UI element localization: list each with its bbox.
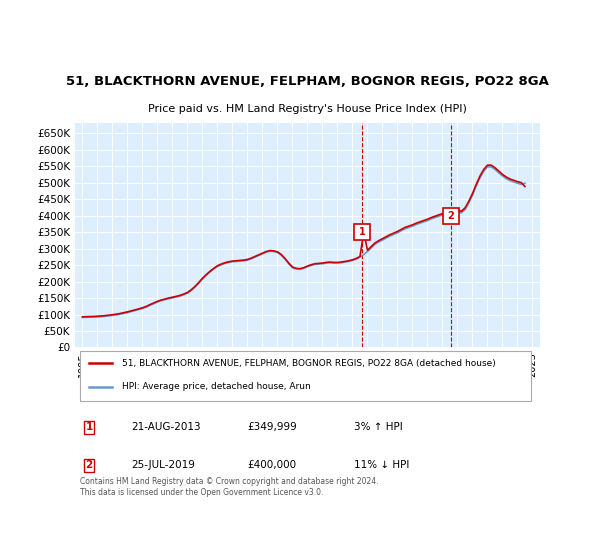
Text: HPI: Average price, detached house, Arun: HPI: Average price, detached house, Arun [121, 382, 310, 391]
FancyBboxPatch shape [80, 352, 531, 401]
Text: 21-AUG-2013: 21-AUG-2013 [131, 422, 200, 432]
Text: 51, BLACKTHORN AVENUE, FELPHAM, BOGNOR REGIS, PO22 8GA: 51, BLACKTHORN AVENUE, FELPHAM, BOGNOR R… [66, 74, 549, 88]
Text: 1: 1 [85, 422, 92, 432]
Text: 2: 2 [448, 211, 454, 221]
Text: 1: 1 [359, 227, 365, 237]
Text: 3% ↑ HPI: 3% ↑ HPI [354, 422, 403, 432]
Text: Contains HM Land Registry data © Crown copyright and database right 2024.
This d: Contains HM Land Registry data © Crown c… [80, 477, 378, 497]
Text: £349,999: £349,999 [247, 422, 297, 432]
Text: 51, BLACKTHORN AVENUE, FELPHAM, BOGNOR REGIS, PO22 8GA (detached house): 51, BLACKTHORN AVENUE, FELPHAM, BOGNOR R… [121, 358, 495, 368]
Text: 11% ↓ HPI: 11% ↓ HPI [354, 460, 409, 470]
Text: Price paid vs. HM Land Registry's House Price Index (HPI): Price paid vs. HM Land Registry's House … [148, 104, 467, 114]
Text: 2: 2 [85, 460, 92, 470]
Text: 25-JUL-2019: 25-JUL-2019 [131, 460, 194, 470]
Text: £400,000: £400,000 [247, 460, 296, 470]
